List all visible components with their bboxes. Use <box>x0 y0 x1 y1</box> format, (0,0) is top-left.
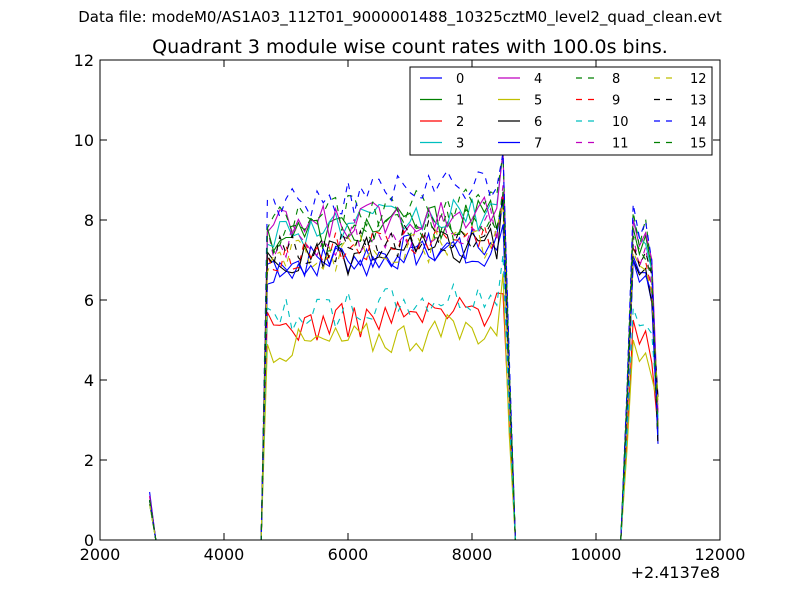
legend-label-12: 12 <box>690 72 707 87</box>
series-line-2 <box>149 292 659 541</box>
legend-label-11: 11 <box>612 137 629 152</box>
series-line-14 <box>149 153 659 541</box>
legend-label-2: 2 <box>456 115 464 130</box>
y-tick-label: 8 <box>84 211 94 230</box>
series-line-0 <box>149 224 659 541</box>
series-line-15 <box>149 191 659 541</box>
y-tick-label: 0 <box>84 531 94 550</box>
legend-box <box>409 66 713 156</box>
legend-label-15: 15 <box>690 137 707 152</box>
series-line-8 <box>149 153 659 541</box>
series-line-4 <box>149 150 659 541</box>
legend-label-0: 0 <box>456 72 464 87</box>
y-tick-label: 4 <box>84 371 94 390</box>
y-tick-label: 2 <box>84 451 94 470</box>
x-tick-label: 10000 <box>571 545 622 564</box>
x-tick-label: 12000 <box>695 545 746 564</box>
x-tick-label: 8000 <box>452 545 493 564</box>
x-axis-offset-label: +2.4137e8 <box>631 563 720 582</box>
legend-label-5: 5 <box>534 94 542 109</box>
legend-label-7: 7 <box>534 137 542 152</box>
legend-label-14: 14 <box>690 115 707 130</box>
legend-label-3: 3 <box>456 137 464 152</box>
series-line-6 <box>149 192 659 541</box>
legend-label-9: 9 <box>612 94 620 109</box>
x-tick-label: 6000 <box>328 545 369 564</box>
legend-label-8: 8 <box>612 72 620 87</box>
y-tick-label: 10 <box>74 131 94 150</box>
series-line-5 <box>149 273 659 541</box>
y-tick-label: 12 <box>74 51 94 70</box>
x-tick-label: 4000 <box>204 545 245 564</box>
series-line-13 <box>149 198 659 541</box>
legend-label-1: 1 <box>456 94 464 109</box>
chart-title: Quadrant 3 module wise count rates with … <box>152 36 668 58</box>
y-tick-label: 6 <box>84 291 94 310</box>
series-line-12 <box>149 203 659 541</box>
data-file-title: Data file: modeM0/AS1A03_112T01_90000014… <box>78 8 722 26</box>
series-line-10 <box>149 254 659 541</box>
series-line-9 <box>149 192 659 541</box>
x-tick-label: 2000 <box>80 545 121 564</box>
legend-label-10: 10 <box>612 115 629 130</box>
legend-label-13: 13 <box>690 94 707 109</box>
legend-label-4: 4 <box>534 72 542 87</box>
series-line-3 <box>149 152 659 541</box>
legend-label-6: 6 <box>534 115 542 130</box>
